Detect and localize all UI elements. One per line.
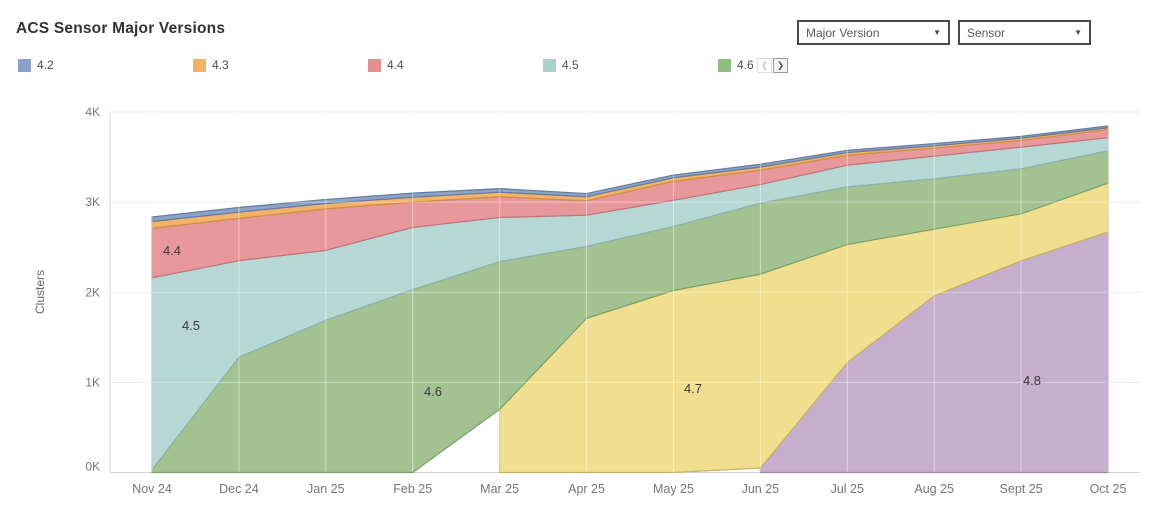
area-4.2[interactable]: [151, 125, 1109, 223]
legend-item-label: 4.5: [562, 58, 579, 72]
legend-item-4.6[interactable]: 4.6: [718, 58, 754, 72]
legend-swatch-icon: [18, 58, 31, 72]
legend-item-4.4[interactable]: 4.4: [368, 58, 404, 72]
legend-item-4.2[interactable]: 4.2: [18, 58, 54, 72]
legend-swatch-icon: [543, 58, 556, 72]
x-tick-label: Dec 24: [219, 482, 259, 496]
x-tick-label: Sept 25: [1000, 482, 1043, 496]
chevron-down-icon: ▼: [933, 28, 941, 37]
chevron-down-icon: ▼: [1074, 28, 1082, 37]
y-tick-label: 2K: [85, 285, 100, 299]
x-tick-label: Jul 25: [831, 482, 864, 496]
y-tick-label: 1K: [85, 375, 100, 389]
legend-prev-button[interactable]: ❮: [757, 58, 772, 73]
legend-next-button[interactable]: ❯: [773, 58, 788, 73]
x-tick-label: Feb 25: [393, 482, 432, 496]
filter-sensor[interactable]: Sensor ▼: [958, 20, 1091, 45]
x-tick-label: Jan 25: [307, 482, 345, 496]
legend: ❮ ❯ 4.2 4.3 4.4 4.5 4.6: [0, 58, 1150, 78]
legend-item-label: 4.3: [212, 58, 229, 72]
area-label-4.8: 4.8: [1023, 373, 1041, 388]
area-label-4.7: 4.7: [684, 381, 702, 396]
legend-item-4.3[interactable]: 4.3: [193, 58, 229, 72]
y-tick-label: 3K: [85, 195, 100, 209]
x-tick-label: Nov 24: [132, 482, 172, 496]
y-tick-label: 4K: [85, 105, 100, 119]
legend-item-label: 4.2: [37, 58, 54, 72]
x-tick-label: Aug 25: [914, 482, 954, 496]
legend-swatch-icon: [368, 58, 381, 72]
filter-sensor-label: Sensor: [967, 25, 1006, 40]
area-label-4.5: 4.5: [182, 318, 200, 333]
area-label-4.4: 4.4: [163, 243, 181, 258]
y-tick-label: 0K: [85, 460, 100, 474]
filter-major-version[interactable]: Major Version ▼: [797, 20, 950, 45]
filter-major-version-label: Major Version: [806, 25, 880, 40]
x-tick-label: May 25: [653, 482, 694, 496]
y-axis-title: Clusters: [33, 269, 47, 315]
area-label-4.6: 4.6: [424, 384, 442, 399]
legend-item-label: 4.4: [387, 58, 404, 72]
x-tick-label: Jun 25: [742, 482, 780, 496]
x-tick-label: Oct 25: [1090, 482, 1127, 496]
x-tick-label: Mar 25: [480, 482, 519, 496]
legend-item-label: 4.6: [737, 58, 754, 72]
legend-item-4.5[interactable]: 4.5: [543, 58, 579, 72]
legend-swatch-icon: [718, 58, 731, 72]
x-tick-label: Apr 25: [568, 482, 605, 496]
page-title: ACS Sensor Major Versions: [16, 20, 226, 37]
legend-swatch-icon: [193, 58, 206, 72]
